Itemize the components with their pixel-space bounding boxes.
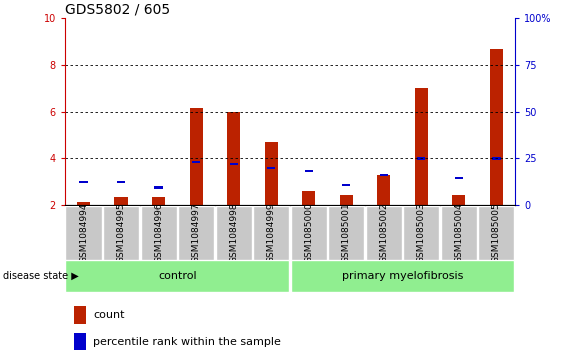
Bar [417,157,426,159]
Bar [152,197,165,205]
Bar [65,260,289,292]
Bar [366,206,402,260]
Text: primary myelofibrosis: primary myelofibrosis [342,271,463,281]
Text: GSM1085004: GSM1085004 [454,202,463,263]
Text: GSM1085003: GSM1085003 [417,202,426,263]
Bar [216,206,252,260]
Bar [342,184,350,187]
Text: GSM1085005: GSM1085005 [492,202,501,263]
Bar [79,180,88,183]
Bar [103,206,139,260]
Bar [305,170,313,172]
Bar [265,142,278,205]
Bar [328,206,364,260]
Text: GSM1084998: GSM1084998 [229,202,238,263]
Bar [190,108,203,205]
Bar [291,206,327,260]
Bar [455,177,463,179]
Bar [141,206,177,260]
Bar [74,306,86,324]
Text: GSM1085000: GSM1085000 [304,202,313,263]
Bar [379,174,388,176]
Bar [253,206,289,260]
Bar [339,195,353,205]
Bar [403,206,439,260]
Bar [192,161,200,163]
Text: GSM1084994: GSM1084994 [79,203,88,263]
Text: GDS5802 / 605: GDS5802 / 605 [65,3,170,17]
Bar [492,157,501,159]
Bar [479,206,515,260]
Bar [178,206,214,260]
Bar [415,88,428,205]
Bar [117,180,125,183]
Bar [452,195,466,205]
Bar [114,197,128,205]
Bar [65,206,101,260]
Bar [291,260,515,292]
Text: GSM1085001: GSM1085001 [342,202,351,263]
Text: count: count [93,310,124,320]
Bar [490,49,503,205]
Bar [441,206,477,260]
Bar [267,167,275,169]
Bar [377,175,390,205]
Bar [302,191,315,205]
Bar [230,163,238,166]
Text: percentile rank within the sample: percentile rank within the sample [93,337,281,347]
Bar [227,112,240,205]
Text: disease state ▶: disease state ▶ [3,271,79,281]
Text: GSM1084996: GSM1084996 [154,202,163,263]
Bar [154,186,163,189]
Text: GSM1084995: GSM1084995 [117,202,126,263]
Bar [74,333,86,351]
Text: control: control [158,271,196,281]
Text: GSM1085002: GSM1085002 [379,202,388,263]
Bar [77,201,90,205]
Text: GSM1084999: GSM1084999 [267,202,276,263]
Text: GSM1084997: GSM1084997 [191,202,200,263]
